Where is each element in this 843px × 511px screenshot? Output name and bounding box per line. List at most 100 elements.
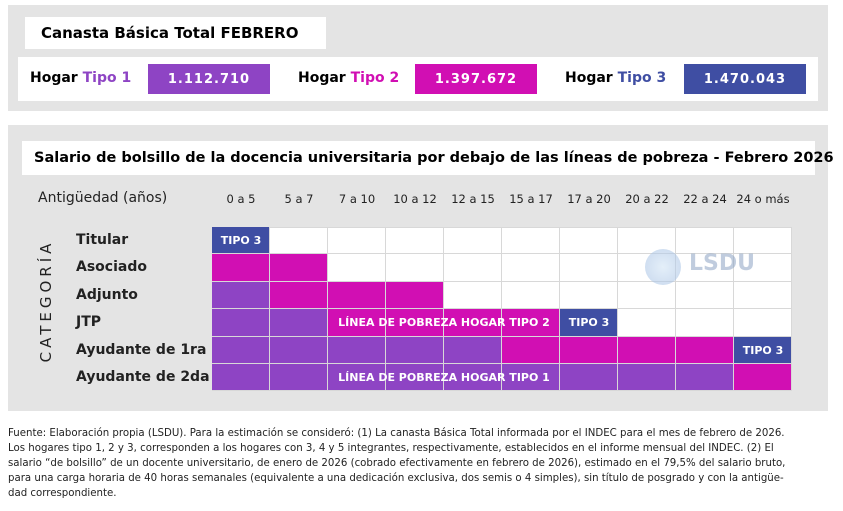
column-header: 0 a 5 [226, 192, 256, 206]
header-label: Antigüedad (años) [38, 190, 168, 206]
cell [560, 364, 618, 392]
cell [386, 227, 444, 255]
hogar-value: 1.470.043 [684, 64, 806, 94]
cell [676, 364, 734, 392]
column-header: 24 o más [736, 192, 790, 206]
hogar-tipo: Tipo 2 [350, 70, 400, 86]
cell-label: TIPO 3 [220, 234, 262, 248]
footnote-line: Fuente: Elaboración propia (LSDU). Para … [8, 428, 785, 439]
row-label: Ayudante de 2da [76, 369, 210, 385]
hogar-tipo: Tipo 1 [82, 70, 132, 86]
hogar-label: Hogar Tipo 1 [30, 70, 131, 86]
canasta-month: FEBRERO [220, 24, 299, 42]
hogar-tipo: Tipo 3 [617, 70, 667, 86]
cell [734, 281, 792, 310]
cell [270, 227, 328, 255]
cell [444, 281, 502, 310]
cell [444, 336, 502, 364]
cell [676, 227, 734, 255]
canasta-title-box: Canasta Básica Total FEBRERO [25, 17, 326, 49]
cell [386, 336, 444, 364]
hogar-label: Hogar Tipo 2 [298, 70, 399, 86]
footnote-line: Los hogares tipo 1, 2 y 3, corresponden … [8, 443, 774, 454]
cell [212, 281, 270, 310]
category-label: CATEGORÍA [37, 239, 55, 363]
cell [386, 281, 444, 310]
cell [676, 254, 734, 282]
cell [502, 309, 560, 337]
row-label: JTP [76, 314, 102, 331]
cell [560, 281, 618, 310]
cell [502, 364, 560, 392]
cell [502, 254, 560, 282]
hogar-word: Hogar [298, 70, 346, 86]
cell [444, 227, 502, 255]
cell [560, 336, 618, 364]
cell [386, 254, 444, 282]
cell-label: TIPO 3 [742, 343, 784, 357]
cell [212, 254, 270, 282]
cell [328, 254, 386, 282]
column-header: 20 a 22 [625, 192, 669, 206]
hogar-label: Hogar Tipo 3 [565, 70, 666, 86]
cell-label: TIPO 3 [568, 316, 610, 330]
cell [328, 364, 386, 392]
cell [502, 227, 560, 255]
column-header: 7 a 10 [338, 192, 376, 206]
cell-label: LÍNEA DE POBREZA HOGAR TIPO 1 [338, 371, 550, 385]
table-title: Salario de bolsillo de la docencia unive… [22, 141, 834, 175]
cell [386, 309, 444, 337]
watermark-text: LSDU [689, 251, 755, 276]
cell [270, 309, 328, 337]
cell [618, 281, 676, 310]
column-header: 10 a 12 [393, 192, 437, 206]
watermark-icon [645, 249, 681, 285]
cell [386, 364, 444, 392]
cell [618, 227, 676, 255]
hogar-value: 1.397.672 [415, 64, 537, 94]
column-header: 15 a 17 [509, 192, 553, 206]
column-header: 5 a 7 [284, 192, 314, 206]
hogar-value: 1.112.710 [148, 64, 270, 94]
row-label: Asociado [76, 259, 147, 276]
cell [734, 227, 792, 255]
cell [676, 309, 734, 337]
cell [328, 309, 386, 337]
cell [444, 254, 502, 282]
column-header: 22 a 24 [683, 192, 727, 206]
cell [328, 336, 386, 364]
canasta-title: Canasta Básica Total [41, 24, 216, 42]
cell [734, 336, 792, 364]
cell [444, 309, 502, 337]
cell [734, 309, 792, 337]
cell [270, 281, 328, 310]
hogar-word: Hogar [30, 70, 78, 86]
cell [212, 336, 270, 364]
cell [560, 227, 618, 255]
cell [502, 336, 560, 364]
cell [212, 364, 270, 392]
row-label: Ayudante de 1ra [76, 341, 207, 358]
footnote-line: para una carga horaria de 40 horas seman… [8, 473, 784, 484]
cell [676, 281, 734, 310]
cell [212, 227, 270, 255]
cell [212, 309, 270, 337]
watermark: LSDU [645, 247, 765, 291]
cell [618, 309, 676, 337]
cell [502, 281, 560, 310]
cell [560, 309, 618, 337]
column-header: 17 a 20 [567, 192, 611, 206]
cell-label: LÍNEA DE POBREZA HOGAR TIPO 2 [338, 316, 550, 330]
footnote-line: dad correspondiente. [8, 488, 117, 499]
row-label: Titular [76, 232, 129, 248]
footnote-line: salario “de bolsillo” de un docente univ… [8, 458, 786, 469]
cell [270, 364, 328, 392]
row-label: Adjunto [76, 286, 138, 303]
cell [734, 254, 792, 282]
cell [328, 281, 386, 310]
cell [676, 336, 734, 364]
cell [734, 364, 792, 392]
cell [270, 254, 328, 282]
cell [270, 336, 328, 364]
cell [328, 227, 386, 255]
